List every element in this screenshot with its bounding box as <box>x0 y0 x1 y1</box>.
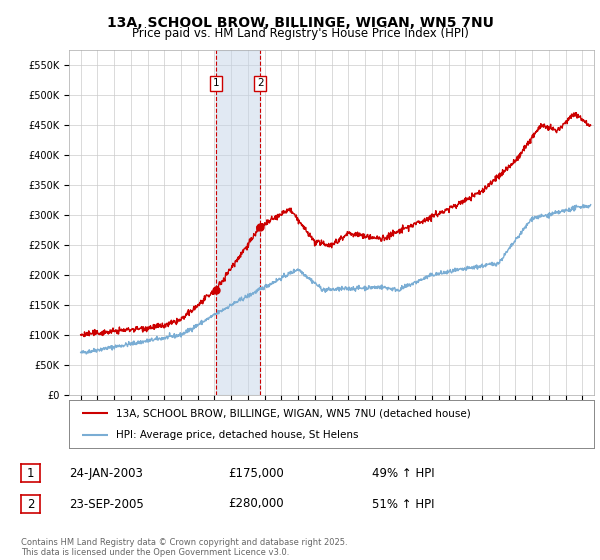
Text: £175,000: £175,000 <box>228 466 284 480</box>
Text: 23-SEP-2005: 23-SEP-2005 <box>69 497 144 511</box>
Text: 2: 2 <box>257 78 263 88</box>
Text: Contains HM Land Registry data © Crown copyright and database right 2025.
This d: Contains HM Land Registry data © Crown c… <box>21 538 347 557</box>
Text: 2: 2 <box>27 497 34 511</box>
Text: 24-JAN-2003: 24-JAN-2003 <box>69 466 143 480</box>
Text: 1: 1 <box>212 78 219 88</box>
Text: 13A, SCHOOL BROW, BILLINGE, WIGAN, WN5 7NU: 13A, SCHOOL BROW, BILLINGE, WIGAN, WN5 7… <box>107 16 493 30</box>
Text: Price paid vs. HM Land Registry's House Price Index (HPI): Price paid vs. HM Land Registry's House … <box>131 27 469 40</box>
Text: 13A, SCHOOL BROW, BILLINGE, WIGAN, WN5 7NU (detached house): 13A, SCHOOL BROW, BILLINGE, WIGAN, WN5 7… <box>116 408 471 418</box>
Text: 51% ↑ HPI: 51% ↑ HPI <box>372 497 434 511</box>
Text: HPI: Average price, detached house, St Helens: HPI: Average price, detached house, St H… <box>116 430 359 440</box>
Text: 49% ↑ HPI: 49% ↑ HPI <box>372 466 434 480</box>
Text: 1: 1 <box>27 466 34 480</box>
Bar <box>215 50 260 395</box>
Text: £280,000: £280,000 <box>228 497 284 511</box>
